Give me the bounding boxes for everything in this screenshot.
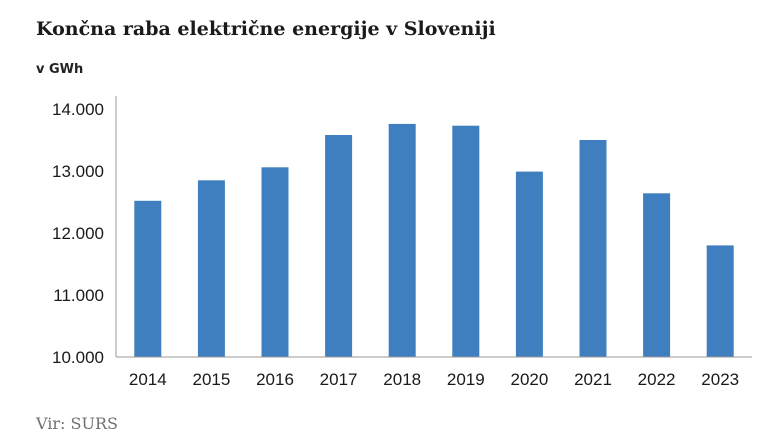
- y-axis-ticks: 10.000 11.000 12.000 13.000 14.000: [52, 100, 104, 367]
- bar-2018: [388, 123, 416, 358]
- bar-2019: [452, 125, 480, 357]
- x-tick-label: 2015: [192, 370, 230, 389]
- bar-2022: [643, 193, 671, 357]
- x-axis-ticks: 2014 2015 2016 2017 2018 2019 2020 2021 2022 2023: [129, 370, 739, 389]
- y-tick-label: 13.000: [52, 162, 104, 181]
- x-tick-label: 2016: [256, 370, 294, 389]
- x-tick-label: 2019: [447, 370, 485, 389]
- source-note: Vir: SURS: [36, 414, 118, 433]
- x-tick-label: 2014: [129, 370, 167, 389]
- x-tick-label: 2020: [510, 370, 548, 389]
- bar-2017: [325, 135, 353, 357]
- bars-group: [134, 123, 734, 358]
- bar-2023: [706, 245, 734, 357]
- bar-2016: [261, 167, 289, 357]
- bar-2015: [197, 180, 225, 357]
- x-tick-label: 2017: [320, 370, 358, 389]
- chart-title: Končna raba električne energije v Sloven…: [36, 18, 496, 40]
- bar-2014: [134, 200, 162, 357]
- y-tick-label: 10.000: [52, 348, 104, 367]
- x-tick-label: 2018: [383, 370, 421, 389]
- x-tick-label: 2021: [574, 370, 612, 389]
- y-tick-label: 11.000: [53, 286, 104, 305]
- y-axis-unit-label: v GWh: [36, 62, 84, 77]
- y-tick-label: 14.000: [52, 100, 104, 119]
- bar-2020: [515, 171, 543, 357]
- x-tick-label: 2022: [638, 370, 676, 389]
- x-tick-label: 2023: [701, 370, 739, 389]
- bar-2021: [579, 140, 607, 357]
- y-tick-label: 12.000: [52, 224, 104, 243]
